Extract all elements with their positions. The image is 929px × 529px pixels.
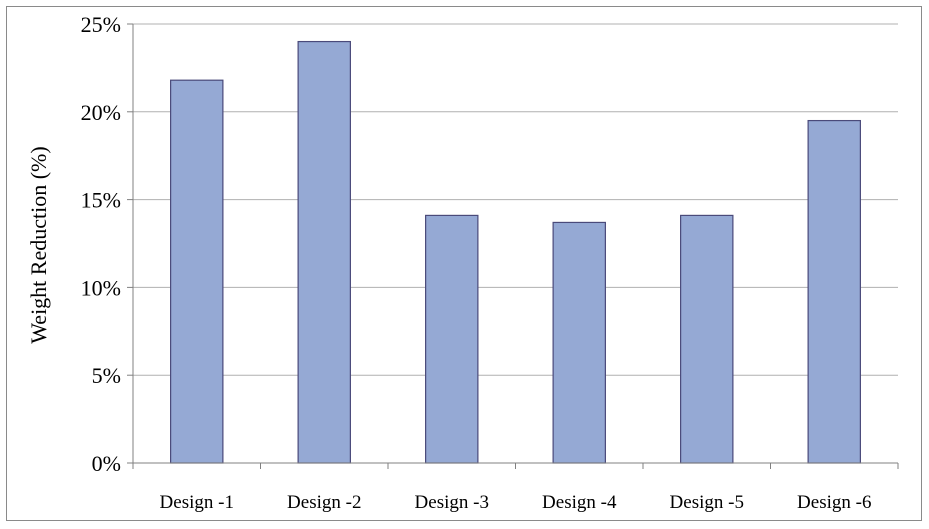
y-tick-label: 5%: [92, 363, 121, 388]
axes: [127, 23, 899, 469]
x-tick-label: Design -5: [670, 492, 744, 513]
y-tick-label: 25%: [81, 12, 121, 37]
bar-6: [807, 119, 861, 464]
x-tick-label: Design -3: [415, 492, 489, 513]
x-tick-label: Design -6: [797, 492, 871, 513]
y-tick-label: 10%: [81, 275, 121, 300]
y-tick-label: 20%: [81, 100, 121, 125]
bar-2: [297, 40, 351, 464]
x-tick-label: Design -2: [287, 492, 361, 513]
y-tick-label: 0%: [92, 451, 121, 476]
bar-4: [552, 221, 606, 464]
y-tick-label: 15%: [81, 188, 121, 213]
bar-3: [425, 214, 479, 464]
bar-1: [170, 79, 224, 464]
y-axis-label: Weight Reduction (%): [26, 146, 51, 343]
y-tick-labels: 0% 5% 10% 15% 20% 25%: [81, 12, 121, 476]
x-tick-label: Design -4: [542, 492, 617, 513]
x-tick-labels: Design -1 Design -2 Design -3 Design -4 Desi…: [160, 492, 872, 513]
gridlines: [133, 23, 898, 376]
x-tick-label: Design -1: [160, 492, 234, 513]
bar-5: [680, 214, 734, 464]
bars: [170, 40, 861, 464]
